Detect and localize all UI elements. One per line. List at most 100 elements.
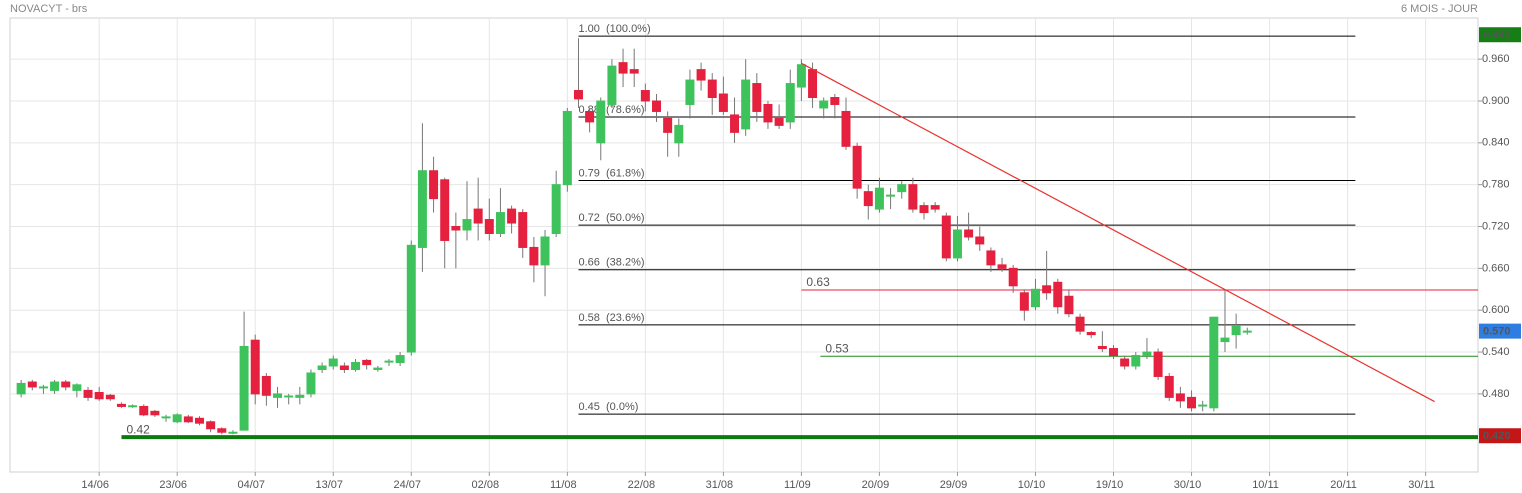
candle-body <box>763 103 773 123</box>
candle-body <box>1198 404 1208 407</box>
price-tag-label: 0.570 <box>1483 326 1511 338</box>
candle-body <box>161 416 171 419</box>
candle-body <box>1175 393 1185 402</box>
candle-body <box>529 246 539 266</box>
candle-body <box>964 229 974 238</box>
y-tick-label: 0.900 <box>1482 95 1510 107</box>
y-tick-label: 0.840 <box>1482 137 1510 149</box>
x-tick-label: 20/11 <box>1330 479 1357 491</box>
candle-body <box>919 205 929 214</box>
candle-body <box>194 417 204 424</box>
candle-body <box>1153 351 1163 377</box>
candle-body <box>1109 348 1119 357</box>
candle-body <box>1209 316 1219 409</box>
candle-body <box>607 65 617 105</box>
price-tag-label: 0.420 <box>1483 430 1511 442</box>
candle-body <box>1187 396 1197 409</box>
x-tick-label: 31/08 <box>706 479 734 491</box>
candle-body <box>1142 351 1152 357</box>
candle-body <box>284 395 294 398</box>
candle-body <box>473 208 483 224</box>
x-tick-label: 10/11 <box>1252 479 1279 491</box>
candle-body <box>663 117 673 133</box>
candle-body <box>94 391 104 400</box>
x-tick-label: 22/08 <box>628 479 656 491</box>
candle-body <box>596 100 606 144</box>
x-tick-label: 20/09 <box>862 479 890 491</box>
chart-title: NOVACYT - brs <box>10 3 88 15</box>
x-tick-label: 11/09 <box>784 479 811 491</box>
candle-body <box>362 359 372 366</box>
candle-body <box>707 79 717 99</box>
candle-body <box>429 170 439 200</box>
candle-body <box>819 100 829 109</box>
candle-body <box>852 145 862 189</box>
candle-body <box>484 219 494 234</box>
candle-body <box>629 69 639 74</box>
x-tick-label: 10/10 <box>1018 479 1046 491</box>
candle-body <box>941 215 951 259</box>
candle-body <box>139 405 149 416</box>
y-tick-label: 0.540 <box>1482 346 1510 358</box>
candle-body <box>808 69 818 99</box>
candle-body <box>105 394 115 400</box>
candle-body <box>540 236 550 266</box>
x-tick-label: 19/10 <box>1096 479 1124 491</box>
candle-body <box>696 69 706 81</box>
x-tick-label: 04/07 <box>237 479 265 491</box>
candle-body <box>1008 267 1018 287</box>
candle-body <box>440 179 450 241</box>
candle-body <box>785 83 795 123</box>
x-tick-label: 29/09 <box>940 479 968 491</box>
candle-body <box>1075 316 1085 332</box>
candle-body <box>562 110 572 186</box>
candle-body <box>640 90 650 102</box>
x-tick-label: 30/11 <box>1408 479 1435 491</box>
candle-body <box>317 365 327 370</box>
y-tick-label: 0.720 <box>1482 220 1510 232</box>
candle-body <box>774 117 784 126</box>
candle-body <box>250 339 260 395</box>
candle-body <box>128 405 138 408</box>
candle-body <box>306 372 316 395</box>
y-tick-label: 0.480 <box>1482 388 1510 400</box>
candle-body <box>1120 358 1130 367</box>
candle-body <box>417 170 427 248</box>
candle-body <box>685 79 695 105</box>
candle-body <box>462 219 472 231</box>
candle-body <box>1242 330 1252 333</box>
x-tick-label: 13/07 <box>315 479 343 491</box>
candle-body <box>50 381 60 391</box>
candle-body <box>273 393 283 398</box>
candle-body <box>1030 288 1040 308</box>
candle-body <box>83 389 93 398</box>
candle-body <box>897 184 907 193</box>
candle-body <box>172 414 182 423</box>
candle-body <box>986 250 996 266</box>
price-tag <box>1479 428 1521 444</box>
candle-body <box>228 431 238 434</box>
candle-body <box>116 403 126 407</box>
x-tick-label: 30/10 <box>1174 479 1202 491</box>
price-tag <box>1479 323 1521 339</box>
candle-body <box>351 362 361 370</box>
candle-body <box>1164 375 1174 398</box>
candle-body <box>239 345 249 431</box>
candle-body <box>295 394 305 398</box>
candle-body <box>730 114 740 133</box>
trendline <box>801 62 1435 403</box>
candle-body <box>930 205 940 210</box>
plot-frame <box>9 17 1479 473</box>
candle-body <box>1053 281 1063 308</box>
candle-body <box>206 421 216 430</box>
candle-body <box>741 79 751 130</box>
candle-body <box>830 97 840 105</box>
candle-body <box>1042 285 1052 294</box>
candle-body <box>863 191 873 207</box>
candle-body <box>651 100 661 112</box>
candle-body <box>908 184 918 210</box>
x-tick-label: 23/06 <box>159 479 187 491</box>
candle-body <box>339 365 349 370</box>
